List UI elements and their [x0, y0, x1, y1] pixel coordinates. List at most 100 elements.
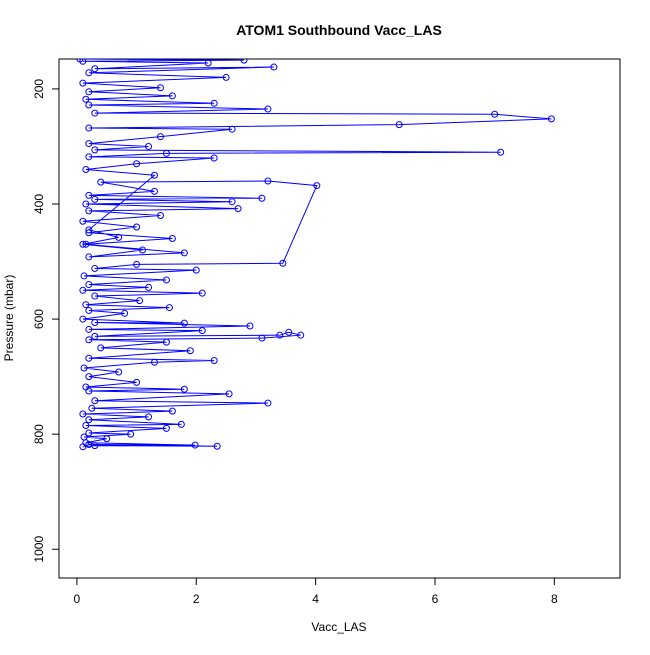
data-point: [136, 297, 144, 305]
data-point: [264, 177, 272, 185]
data-point: [85, 354, 93, 362]
data-point: [150, 171, 158, 179]
data-point: [180, 385, 188, 393]
data-point: [198, 327, 206, 335]
data-point: [80, 364, 88, 372]
data-point: [313, 182, 321, 190]
data-point: [85, 281, 93, 289]
data-point: [91, 332, 99, 340]
plot-frame: [58, 58, 621, 579]
x-axis-label: Vacc_LAS: [311, 620, 366, 634]
data-point: [133, 260, 141, 268]
data-point: [82, 95, 90, 103]
chart-title: ATOM1 Southbound Vacc_LAS: [236, 22, 442, 38]
y-tick-label: 200: [32, 79, 46, 99]
series-line: [79, 59, 552, 448]
data-point: [79, 286, 87, 294]
data-point: [210, 357, 218, 365]
data-point: [85, 101, 93, 109]
data-point: [85, 69, 93, 77]
data-point: [270, 63, 278, 71]
data-point: [180, 249, 188, 257]
data-point: [547, 115, 555, 123]
data-point: [133, 223, 141, 231]
data-point: [177, 420, 185, 428]
data-point: [79, 410, 87, 418]
data-point: [91, 264, 99, 272]
data-point: [85, 229, 93, 237]
data-point: [213, 442, 221, 450]
data-point: [85, 429, 93, 437]
data-point: [115, 368, 123, 376]
data-point: [162, 276, 170, 284]
data-point: [91, 397, 99, 405]
data-point: [168, 407, 176, 415]
data-point: [91, 195, 99, 203]
data-point: [85, 416, 93, 424]
data-point: [191, 441, 199, 449]
data-point: [156, 212, 164, 220]
data-point: [82, 240, 90, 248]
x-tick-label: 0: [74, 592, 81, 606]
data-point: [162, 149, 170, 157]
data-point: [91, 65, 99, 73]
data-point: [150, 187, 158, 195]
data-point: [121, 309, 129, 317]
data-point: [395, 121, 403, 129]
data-point: [285, 328, 293, 336]
data-point: [133, 378, 141, 386]
data-point: [97, 344, 105, 352]
data-point: [85, 325, 93, 333]
data-point: [91, 109, 99, 117]
data-point: [85, 336, 93, 344]
data-point: [297, 331, 305, 339]
data-point: [88, 404, 96, 412]
data-point: [180, 319, 188, 327]
data-point: [85, 207, 93, 215]
data-point: [82, 383, 90, 391]
data-point: [210, 154, 218, 162]
data-point: [228, 198, 236, 206]
data-point: [279, 259, 287, 267]
y-tick-label: 400: [32, 194, 46, 214]
data-point: [91, 319, 99, 327]
data-point: [85, 253, 93, 261]
data-point: [82, 422, 90, 430]
x-axis: 0 2 4 6 8: [74, 577, 558, 606]
data-point: [264, 105, 272, 113]
data-point: [234, 205, 242, 213]
data-point: [225, 390, 233, 398]
data-point: [246, 322, 254, 330]
data-point: [133, 160, 141, 168]
data-point: [258, 194, 266, 202]
data-point: [82, 165, 90, 173]
data-point: [228, 125, 236, 133]
data-point: [264, 399, 272, 407]
data-point: [156, 133, 164, 141]
x-tick-label: 4: [312, 592, 319, 606]
x-tick-label: 6: [432, 592, 439, 606]
data-point: [76, 59, 84, 63]
data-point: [276, 331, 284, 339]
data-point: [258, 334, 266, 342]
series-layer: [76, 59, 555, 451]
data-point: [80, 433, 88, 441]
data-point: [240, 59, 248, 64]
data-point: [79, 240, 87, 248]
y-tick-label: 1000: [32, 536, 46, 563]
data-point: [85, 88, 93, 96]
data-point: [91, 292, 99, 300]
y-tick-label: 800: [32, 424, 46, 444]
y-axis-label: Pressure (mbar): [2, 275, 16, 362]
data-point: [145, 142, 153, 150]
data-point: [162, 424, 170, 432]
data-point: [91, 146, 99, 154]
data-point: [210, 99, 218, 107]
plot-area: [76, 59, 555, 451]
y-tick-label: 600: [32, 309, 46, 329]
data-point: [145, 283, 153, 291]
data-point: [491, 110, 499, 118]
data-point: [85, 226, 93, 234]
